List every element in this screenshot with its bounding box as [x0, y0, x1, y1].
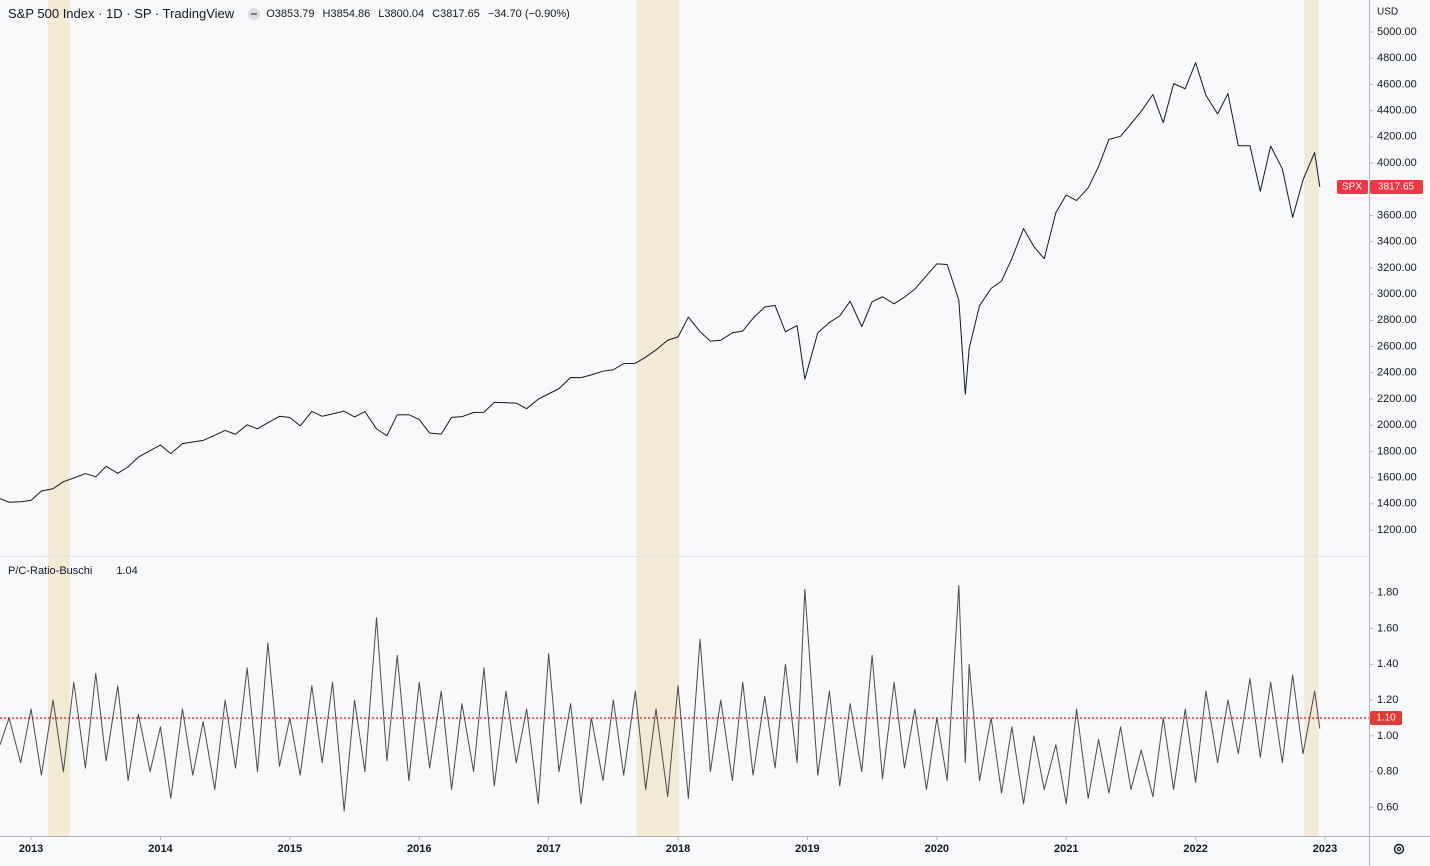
y-tick-label: 4800.00: [1377, 52, 1417, 64]
ohlc-value: 3817.65: [440, 7, 480, 20]
gear-hub[interactable]: [1396, 846, 1402, 852]
last-price-label: 3817.65: [1378, 182, 1415, 193]
y-tick-label: 4200.00: [1377, 131, 1417, 143]
reference-tag: [1370, 710, 1402, 725]
y-tick-label: 3000.00: [1377, 288, 1417, 300]
y-tick-label: 2600.00: [1377, 340, 1417, 352]
indicator-last-value: 1.04: [116, 565, 138, 577]
x-tick-label: 2013: [19, 843, 43, 855]
y-tick-label: 0.60: [1377, 801, 1398, 813]
ohlc-key: H: [322, 7, 331, 20]
y-tick-label: 1.20: [1377, 694, 1398, 706]
ohlc-key: L: [378, 7, 385, 20]
highlight-band: [636, 0, 680, 836]
settings-icon[interactable]: [1393, 843, 1405, 855]
symbol-tag: [1337, 179, 1368, 194]
x-tick-label: 2016: [407, 843, 431, 855]
highlight-band: [1304, 0, 1319, 836]
series-line: [0, 62, 1321, 503]
indicator-value: 1.04: [104, 565, 137, 577]
symbol-header: S&P 500 Index · 1D · SP · TradingView O3…: [8, 6, 574, 21]
currency-label: USD: [1377, 7, 1398, 18]
ohlc-value: 3854.86: [330, 7, 371, 20]
y-tick-label: 1800.00: [1377, 445, 1417, 457]
indicator-name[interactable]: P/C-Ratio-Buschi: [8, 565, 93, 577]
series-line: [0, 585, 1321, 812]
y-tick-label: 1.60: [1377, 622, 1398, 634]
y-tick-label: 0.80: [1377, 766, 1398, 778]
y-tick-label: 4000.00: [1377, 157, 1417, 169]
x-tick-label: 2021: [1054, 843, 1078, 855]
ohlc-values: O3853.79 H3854.86 L3800.04 C3817.65 −34.70 (…: [266, 8, 574, 20]
y-tick-label: 3400.00: [1377, 236, 1417, 248]
symbol-tag-label: SPX: [1342, 182, 1362, 193]
last-price-tag: [1370, 179, 1423, 194]
x-tick-label: 2019: [795, 843, 819, 855]
x-tick-label: 2023: [1313, 843, 1337, 855]
price-change: −34.70 (−0.90%): [487, 7, 570, 20]
highlight-band: [47, 0, 70, 836]
ohlc-key: O: [266, 7, 275, 20]
y-tick-label: 2800.00: [1377, 314, 1417, 326]
y-tick-label: 3200.00: [1377, 262, 1417, 274]
y-tick-label: 1600.00: [1377, 472, 1417, 484]
y-tick-label: 4600.00: [1377, 78, 1417, 90]
ohlc-key: C: [432, 7, 441, 20]
x-tick-label: 2018: [666, 843, 690, 855]
ohlc-value: 3853.79: [274, 7, 315, 20]
hide-button[interactable]: [248, 7, 261, 20]
y-tick-label: 1200.00: [1377, 524, 1417, 536]
reference-tag-label: 1.10: [1376, 713, 1396, 724]
ohlc-item: O3853.79: [266, 8, 318, 20]
x-tick-label: 2017: [536, 843, 560, 855]
x-tick-label: 2020: [925, 843, 949, 855]
y-tick-label: 1.00: [1377, 730, 1398, 742]
y-tick-label: 5000.00: [1377, 26, 1417, 38]
y-tick-label: 3600.00: [1377, 209, 1417, 221]
ohlc-value: 3800.04: [384, 7, 425, 20]
gear-ring[interactable]: [1393, 843, 1405, 855]
ohlc-item: H3854.86: [323, 8, 375, 20]
symbol-title[interactable]: S&P 500 Index · 1D · SP · TradingView: [8, 6, 235, 21]
ohlc-item: L3800.04: [378, 8, 428, 20]
x-tick-label: 2015: [278, 843, 302, 855]
y-tick-label: 1.40: [1377, 658, 1398, 670]
y-tick-label: 1.80: [1377, 587, 1398, 599]
ohlc-item: C3817.65: [432, 8, 484, 20]
indicator-header: P/C-Ratio-Buschi 1.04: [8, 565, 138, 577]
x-tick-label: 2022: [1183, 843, 1207, 855]
x-tick-label: 2014: [148, 843, 173, 855]
y-tick-label: 1400.00: [1377, 498, 1417, 510]
y-tick-label: 2000.00: [1377, 419, 1417, 431]
y-tick-label: 4400.00: [1377, 105, 1417, 117]
y-tick-label: 2400.00: [1377, 367, 1417, 379]
y-tick-label: 2200.00: [1377, 393, 1417, 405]
